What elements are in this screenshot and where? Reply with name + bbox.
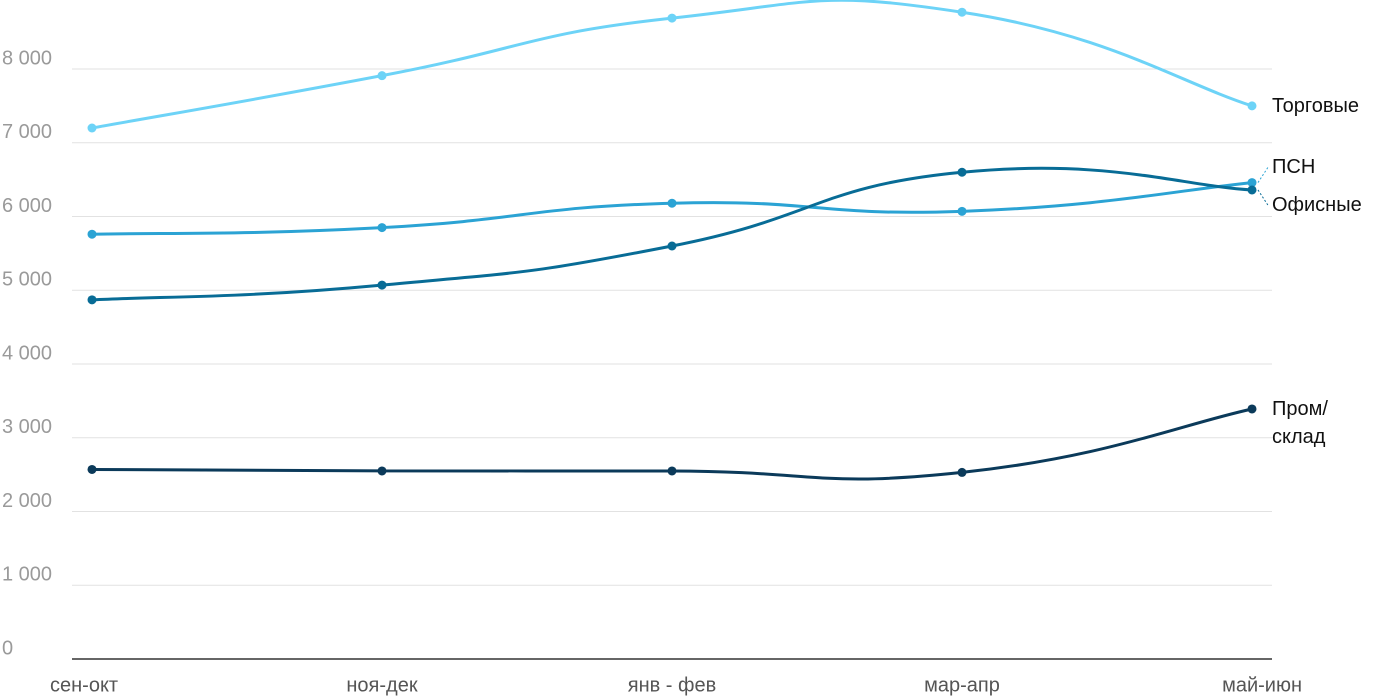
data-point <box>377 280 387 290</box>
x-tick-label: май-июн <box>1222 674 1302 696</box>
x-tick-label: мар-апр <box>924 674 1000 696</box>
y-tick-label: 2 000 <box>2 490 52 512</box>
series-label: Торговые <box>1272 94 1360 117</box>
data-point <box>1247 101 1257 111</box>
x-tick-label: сен-окт <box>50 674 118 696</box>
data-point <box>957 167 967 177</box>
series-label: Офисные <box>1272 194 1362 217</box>
data-point <box>1247 404 1257 414</box>
data-point <box>957 467 967 477</box>
y-tick-label: 7 000 <box>2 121 52 143</box>
y-tick-label: 8 000 <box>2 47 52 69</box>
data-point <box>377 466 387 476</box>
data-point <box>87 229 97 239</box>
data-point <box>87 464 97 474</box>
y-tick-label: 3 000 <box>2 416 52 438</box>
series-label: Пром/ склад <box>1272 397 1328 448</box>
data-point <box>667 198 677 208</box>
data-point <box>957 7 967 17</box>
series-label: ПСН <box>1272 156 1316 179</box>
data-point <box>957 206 967 216</box>
data-point <box>1247 185 1257 195</box>
y-tick-label: 5 000 <box>2 269 52 291</box>
y-tick-label: 4 000 <box>2 342 52 364</box>
y-tick-label: 6 000 <box>2 195 52 217</box>
data-point <box>1247 178 1257 188</box>
data-point <box>667 13 677 23</box>
data-point <box>87 295 97 305</box>
data-point <box>667 241 677 251</box>
series-line <box>91 166 1253 302</box>
data-point <box>377 223 387 233</box>
y-tick-label: 0 <box>2 637 13 659</box>
data-point <box>87 123 97 133</box>
data-point <box>667 466 677 476</box>
x-tick-label: янв - фев <box>628 674 716 696</box>
x-tick-label: ноя-дек <box>346 674 417 696</box>
series-line <box>91 181 1253 236</box>
leader-line <box>1257 166 1269 183</box>
leader-line <box>1257 189 1269 206</box>
data-point <box>377 71 387 81</box>
y-tick-label: 1 000 <box>2 564 52 586</box>
